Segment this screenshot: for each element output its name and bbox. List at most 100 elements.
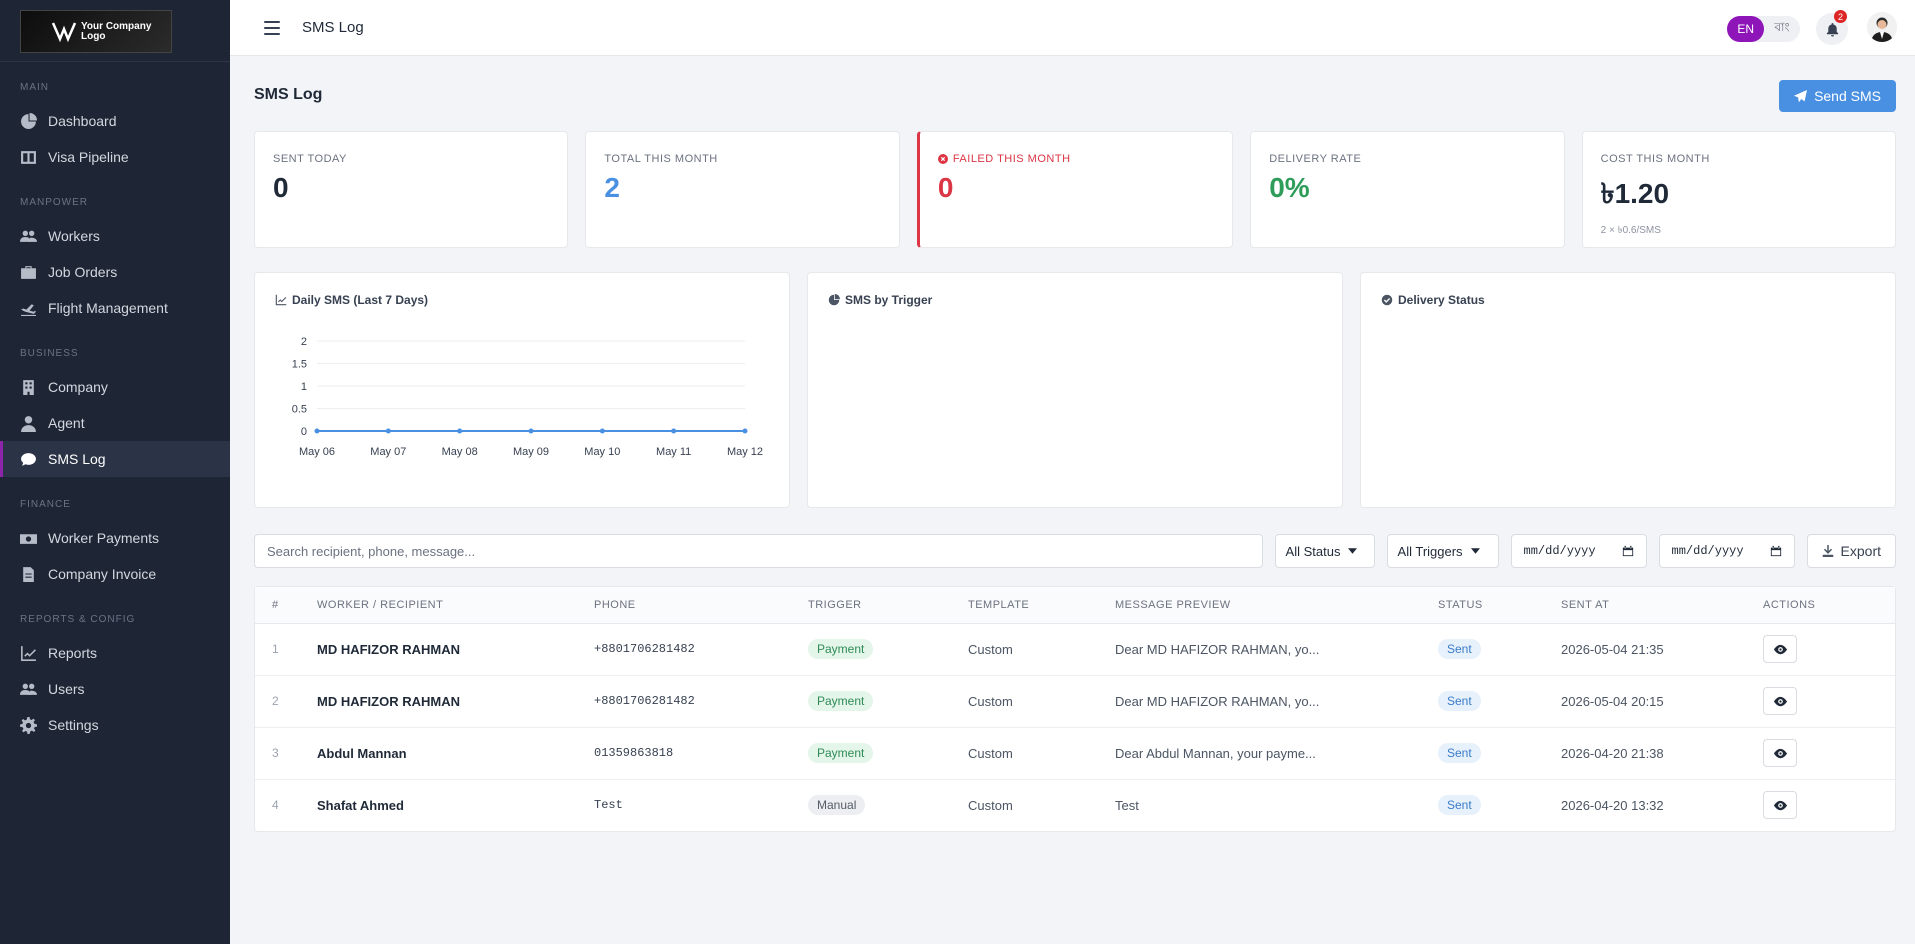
sidebar-item-job-orders[interactable]: Job Orders <box>0 254 230 290</box>
status-cell: Sent <box>1438 727 1561 780</box>
logo-mark-icon <box>51 22 77 43</box>
table-row[interactable]: 1 MD HAFIZOR RAHMAN +8801706281482 Payment C… <box>255 623 1895 676</box>
trigger-filter-select[interactable]: All Triggers <box>1386 534 1499 568</box>
company-logo[interactable]: Your Company Logo <box>20 10 172 53</box>
sidebar-item-label: Flight Management <box>48 300 168 316</box>
row-number: 2 <box>255 675 317 728</box>
stat-value: 0% <box>1269 172 1310 203</box>
calendar-icon <box>1770 545 1781 557</box>
sent-at: 2026-04-20 13:32 <box>1561 797 1664 813</box>
row-number: 1 <box>255 623 317 676</box>
data-point <box>671 428 677 434</box>
table-row[interactable]: 4 Shafat Ahmed Test Manual Custom Test Sent 202… <box>255 779 1895 831</box>
message-preview: Dear Abdul Mannan, your payme... <box>1115 727 1438 780</box>
sidebar-item-label: Job Orders <box>48 264 118 280</box>
status-cell: Sent <box>1438 779 1561 831</box>
stat-value: 2 <box>604 172 620 203</box>
users-cog-icon <box>20 683 37 695</box>
filters-bar: All Status All Triggers mm/dd/yyyy mm/dd… <box>254 534 1896 568</box>
sidebar-item-workers[interactable]: Workers <box>0 218 230 254</box>
view-button[interactable] <box>1763 791 1797 820</box>
chevron-down-icon <box>1470 548 1480 554</box>
stat-label: COST THIS MONTH <box>1600 153 1710 165</box>
user-avatar[interactable] <box>1867 12 1897 42</box>
sidebar-item-flight-management[interactable]: Flight Management <box>0 290 230 326</box>
y-tick-label: 0.5 <box>292 404 307 416</box>
row-number: 3 <box>255 727 317 780</box>
row-number: 4 <box>272 798 279 813</box>
columns-icon <box>21 150 36 164</box>
lang-bn-button[interactable]: বাং <box>1774 20 1790 34</box>
view-button[interactable] <box>1763 739 1797 767</box>
sidebar-item-label: Worker Payments <box>48 530 159 546</box>
lang-en-button[interactable]: EN <box>1727 16 1764 42</box>
chart-pie-icon <box>828 294 840 306</box>
bell-icon <box>1826 22 1838 37</box>
chart-pie-icon <box>21 112 37 129</box>
sidebar-item-agent[interactable]: Agent <box>0 405 230 441</box>
status-filter-select[interactable]: All Status <box>1274 534 1375 568</box>
sidebar-item-visa-pipeline[interactable]: Visa Pipeline <box>0 139 230 175</box>
template-cell: Custom <box>968 727 1115 780</box>
stat-card-sent-today: SENT TODAY 0 <box>254 131 569 248</box>
send-sms-button[interactable]: Send SMS <box>1779 80 1896 112</box>
sidebar-item-settings[interactable]: Settings <box>0 707 230 743</box>
stat-label: TOTAL THIS MONTH <box>604 153 718 165</box>
column-header: PHONE <box>594 587 808 624</box>
view-button[interactable] <box>1763 687 1797 715</box>
sent-at: 2026-05-04 20:15 <box>1561 675 1763 728</box>
topbar-title: SMS Log <box>302 19 364 36</box>
sent-at: 2026-04-20 21:38 <box>1561 727 1763 780</box>
trigger-badge: Payment <box>808 691 874 711</box>
recipient-phone: 01359863818 <box>594 727 808 780</box>
table-row[interactable]: 2 MD HAFIZOR RAHMAN +8801706281482 Payment C… <box>255 675 1895 728</box>
sidebar-item-worker-payments[interactable]: Worker Payments <box>0 520 230 556</box>
table-row[interactable]: 3 Abdul Mannan 01359863818 Payment Custom Dea… <box>255 727 1895 780</box>
column-header: # <box>255 587 317 624</box>
users-icon <box>20 230 37 242</box>
stat-card-failed-month: FAILED THIS MONTH 0 <box>916 131 1234 248</box>
date-to-input[interactable]: mm/dd/yyyy <box>1658 534 1795 568</box>
notifications-button[interactable]: 2 <box>1816 10 1848 45</box>
column-header: TEMPLATE <box>968 587 1115 624</box>
date-from-input[interactable]: mm/dd/yyyy <box>1510 534 1647 568</box>
export-button[interactable]: Export <box>1806 534 1896 568</box>
check-circle-icon <box>1381 294 1393 306</box>
sidebar-item-label: Users <box>48 681 85 697</box>
data-point <box>528 428 534 434</box>
chart-card-delivery-status: Delivery Status <box>1360 272 1896 508</box>
stat-label: FAILED THIS MONTH <box>952 153 1071 165</box>
page-title: SMS Log <box>254 86 323 103</box>
menu-toggle-icon[interactable] <box>264 20 280 35</box>
view-button[interactable] <box>1763 635 1797 663</box>
sidebar-item-label: Company <box>48 379 108 395</box>
sidebar-item-users[interactable]: Users <box>0 671 230 707</box>
nav-section-business: BUSINESS <box>20 348 79 359</box>
sidebar-item-company[interactable]: Company <box>0 369 230 405</box>
y-tick-label: 1.5 <box>292 359 307 371</box>
sent-at: 2026-05-04 21:35 <box>1561 623 1763 676</box>
notification-count-badge: 2 <box>1834 10 1847 23</box>
search-input[interactable] <box>254 534 1263 568</box>
message-preview: Dear MD HAFIZOR RAHMAN, yo... <box>1115 675 1438 728</box>
chart-line-icon <box>21 645 36 661</box>
recipient-name: Shafat Ahmed <box>317 797 404 813</box>
sidebar: Your Company Logo MAIN Dashboard Visa Pi… <box>0 0 230 944</box>
sidebar-item-reports[interactable]: Reports <box>0 635 230 671</box>
chart-card-daily-sms: Daily SMS (Last 7 Days) 0 0.5 1 1.5 2 May 06 M… <box>254 272 790 508</box>
chart-card-sms-by-trigger: SMS by Trigger <box>807 272 1343 508</box>
sidebar-item-sms-log[interactable]: SMS Log <box>0 441 230 477</box>
chevron-down-icon <box>1348 548 1358 554</box>
message-preview: Dear MD HAFIZOR RAHMAN, yo... <box>1115 623 1438 676</box>
recipient-name: Abdul Mannan <box>317 727 594 780</box>
sidebar-item-dashboard[interactable]: Dashboard <box>0 103 230 139</box>
paper-plane-icon <box>1794 89 1808 102</box>
stat-value: ৳1.20 <box>1600 178 1670 209</box>
stat-value: 0 <box>273 172 289 203</box>
stat-card-cost-month: COST THIS MONTH ৳1.20 2 × ৳0.6/SMS <box>1581 131 1897 248</box>
trigger-badge: Payment <box>808 743 874 763</box>
column-header: MESSAGE PREVIEW <box>1115 587 1438 624</box>
nav-section-reports-config: REPORTS & CONFIG <box>20 614 136 625</box>
sidebar-item-company-invoice[interactable]: Company Invoice <box>0 556 230 592</box>
column-header: SENT AT <box>1561 587 1763 624</box>
